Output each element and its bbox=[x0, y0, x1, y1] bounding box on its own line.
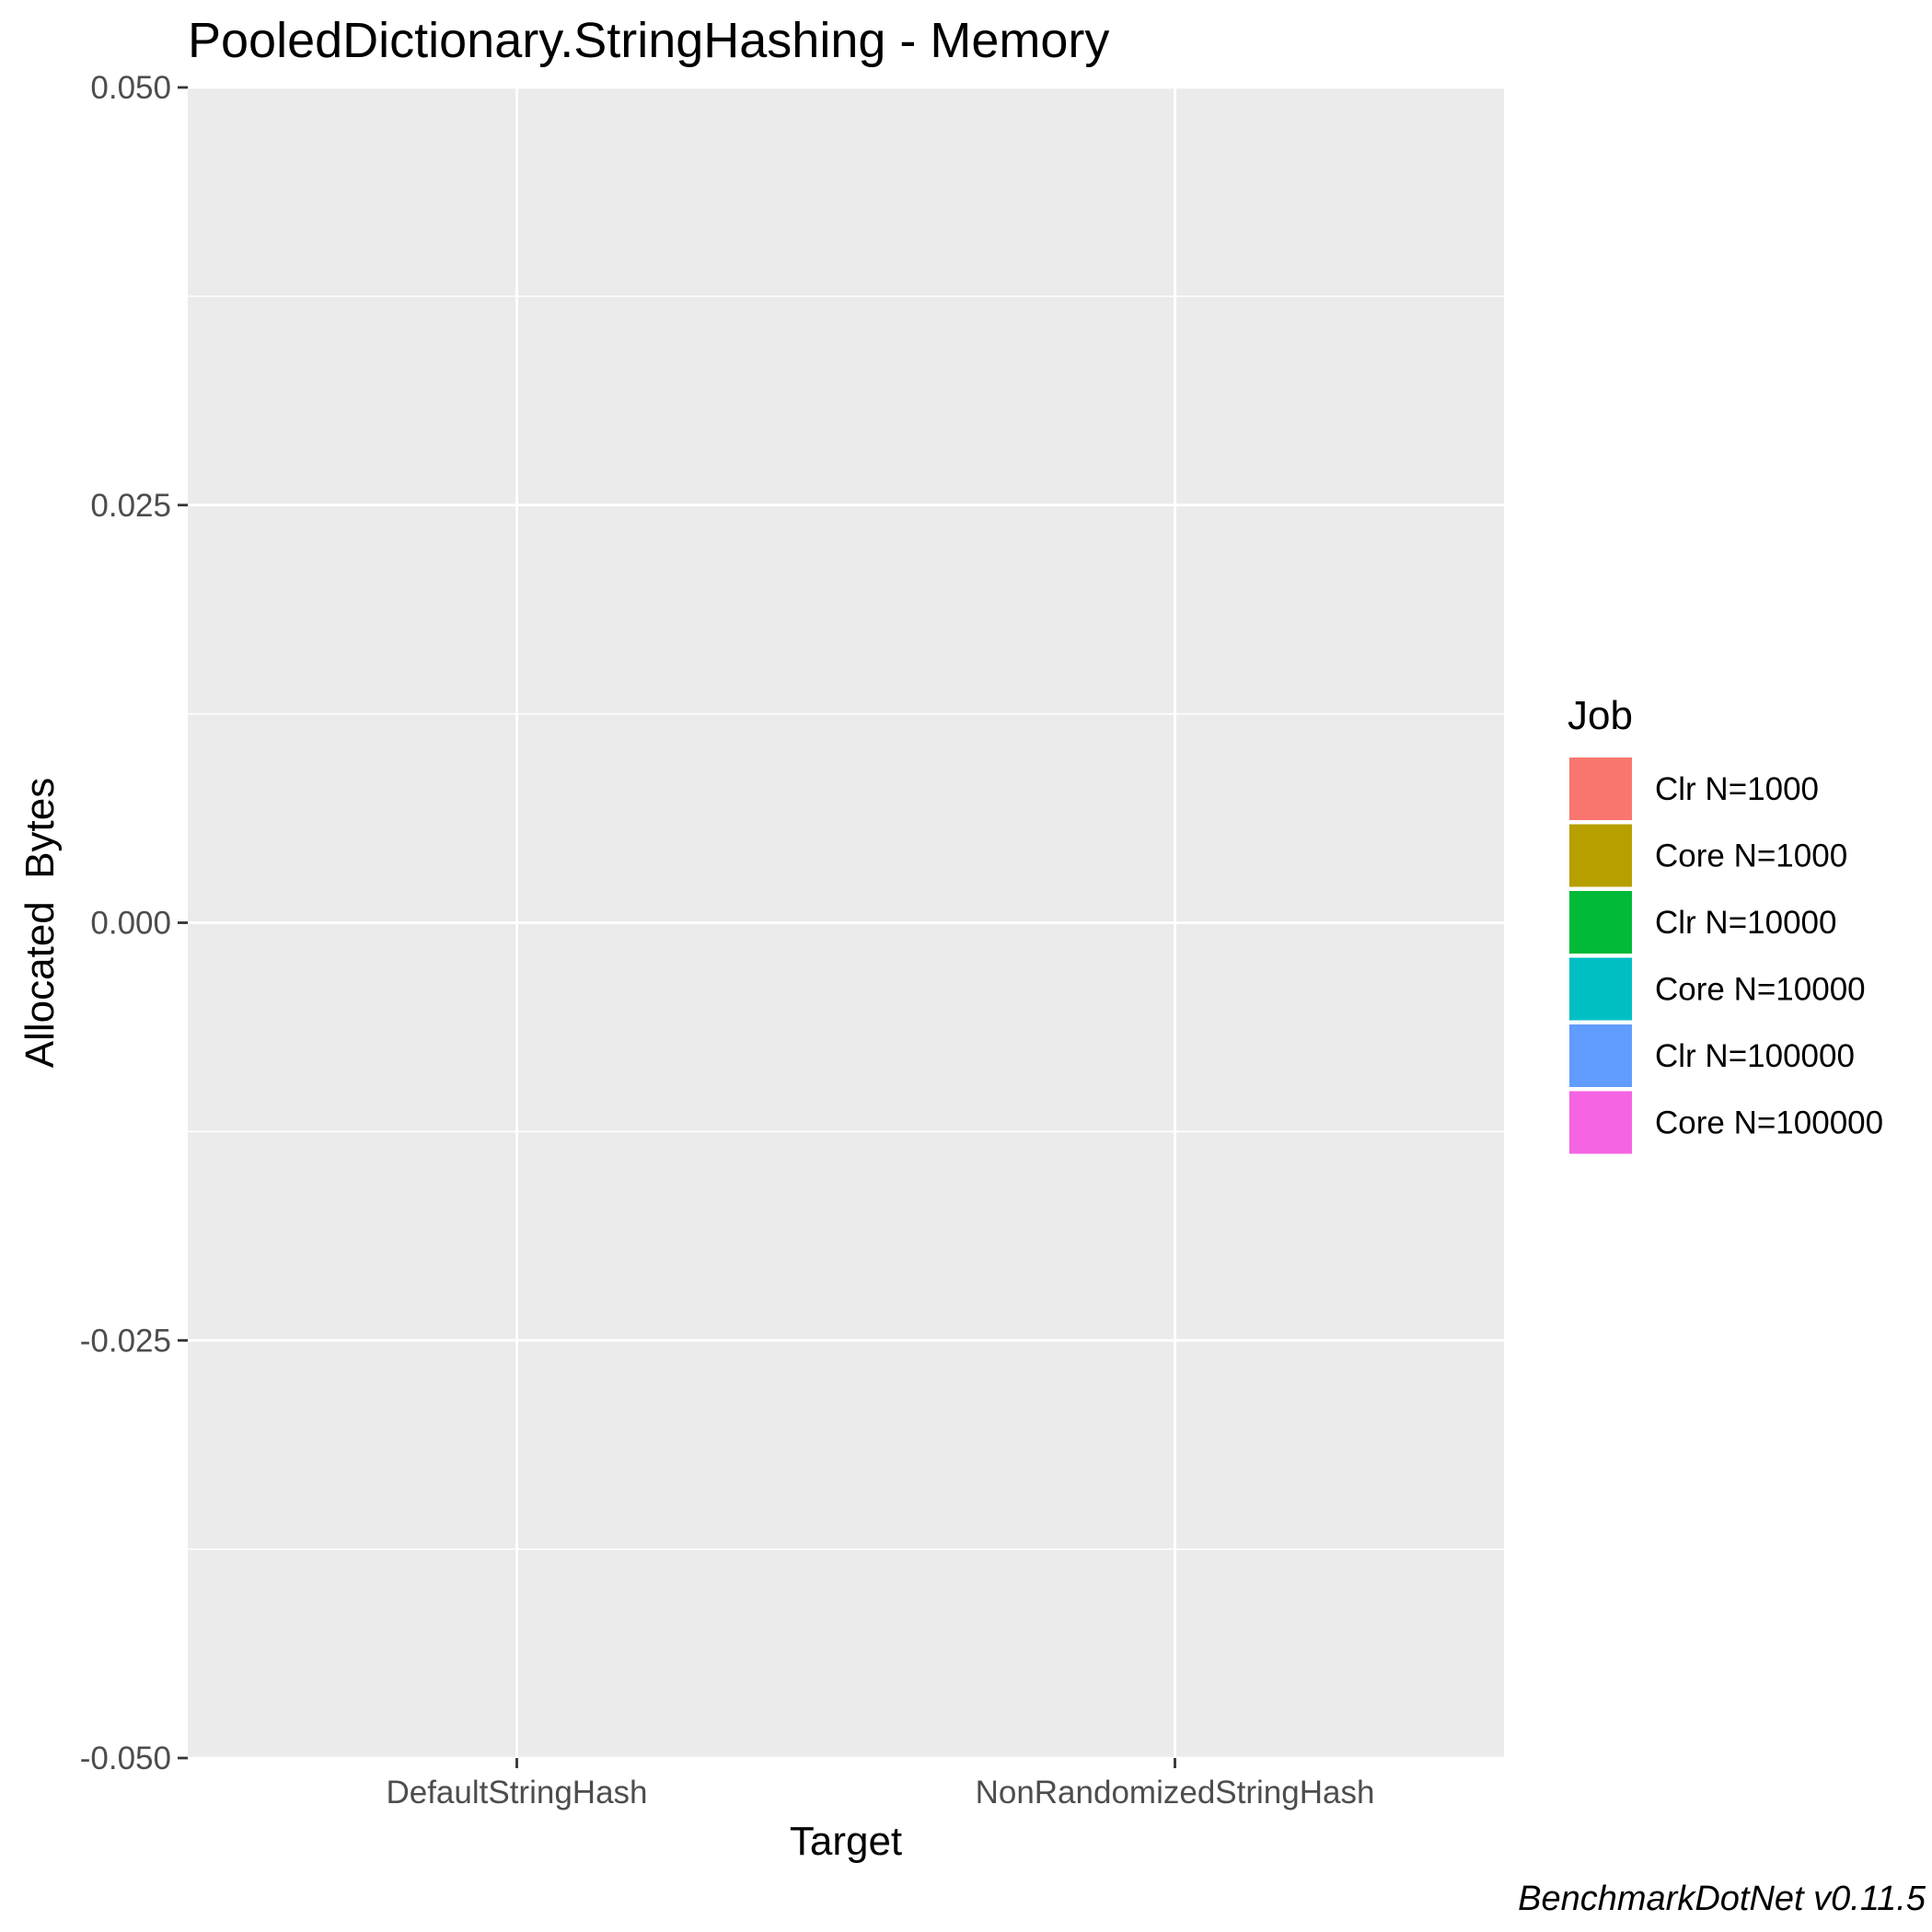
y-tick-label: 0.050 bbox=[90, 70, 171, 106]
legend-label: Clr N=1000 bbox=[1655, 771, 1819, 807]
y-tick-label: 0.025 bbox=[90, 488, 171, 524]
legend: Job Clr N=1000 Core N=1000 Clr N=10000 Core… bbox=[1568, 693, 1883, 1154]
y-axis-title: Allocated Bytes bbox=[17, 778, 63, 1069]
legend-label: Core N=10000 bbox=[1655, 972, 1866, 1008]
legend-title: Job bbox=[1568, 693, 1633, 738]
legend-swatch bbox=[1569, 957, 1632, 1021]
legend-label: Core N=100000 bbox=[1655, 1105, 1883, 1141]
x-axis: DefaultStringHash NonRandomizedStringHash bbox=[386, 1758, 1374, 1811]
x-tick-label: DefaultStringHash bbox=[386, 1775, 647, 1811]
legend-swatch bbox=[1569, 758, 1632, 820]
y-tick-label: -0.025 bbox=[80, 1323, 171, 1359]
legend-label: Clr N=10000 bbox=[1655, 905, 1836, 941]
chart-title: PooledDictionary.StringHashing - Memory bbox=[188, 13, 1109, 68]
y-tick-label: -0.050 bbox=[80, 1741, 171, 1776]
y-axis: 0.050 0.025 0.000 -0.025 -0.050 bbox=[80, 70, 188, 1776]
minor-gridlines bbox=[188, 295, 1504, 1550]
legend-swatch bbox=[1569, 1091, 1632, 1154]
x-axis-title: Target bbox=[790, 1819, 902, 1864]
major-gridlines bbox=[188, 86, 1504, 1760]
y-tick-label: 0.000 bbox=[90, 906, 171, 942]
legend-label: Core N=1000 bbox=[1655, 839, 1847, 874]
legend-swatch bbox=[1569, 824, 1632, 887]
x-tick-label: NonRandomizedStringHash bbox=[976, 1775, 1375, 1811]
legend-swatch bbox=[1569, 1024, 1632, 1087]
legend-swatch bbox=[1569, 891, 1632, 954]
caption: BenchmarkDotNet v0.11.5 bbox=[1518, 1880, 1926, 1918]
legend-label: Clr N=100000 bbox=[1655, 1038, 1855, 1074]
